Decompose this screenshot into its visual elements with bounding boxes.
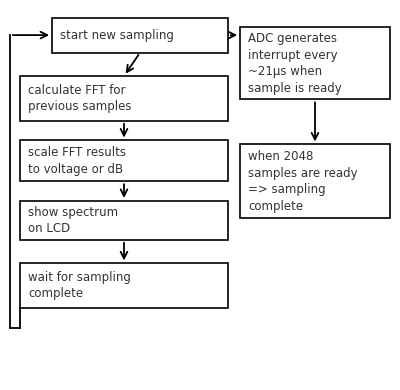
Text: show spectrum
on LCD: show spectrum on LCD bbox=[28, 206, 118, 235]
Bar bbox=[240, 27, 390, 99]
Bar bbox=[20, 76, 228, 121]
Text: scale FFT results
to voltage or dB: scale FFT results to voltage or dB bbox=[28, 146, 126, 176]
Text: calculate FFT for
previous samples: calculate FFT for previous samples bbox=[28, 84, 132, 113]
Bar bbox=[52, 18, 228, 53]
Bar bbox=[20, 263, 228, 308]
Text: start new sampling: start new sampling bbox=[60, 28, 174, 42]
Bar bbox=[240, 144, 390, 218]
Bar bbox=[20, 201, 228, 240]
Text: when 2048
samples are ready
=> sampling
complete: when 2048 samples are ready => sampling … bbox=[248, 150, 358, 213]
Text: ADC generates
interrupt every
~21μs when
sample is ready: ADC generates interrupt every ~21μs when… bbox=[248, 32, 342, 95]
Bar bbox=[20, 140, 228, 181]
Text: wait for sampling
complete: wait for sampling complete bbox=[28, 271, 131, 300]
